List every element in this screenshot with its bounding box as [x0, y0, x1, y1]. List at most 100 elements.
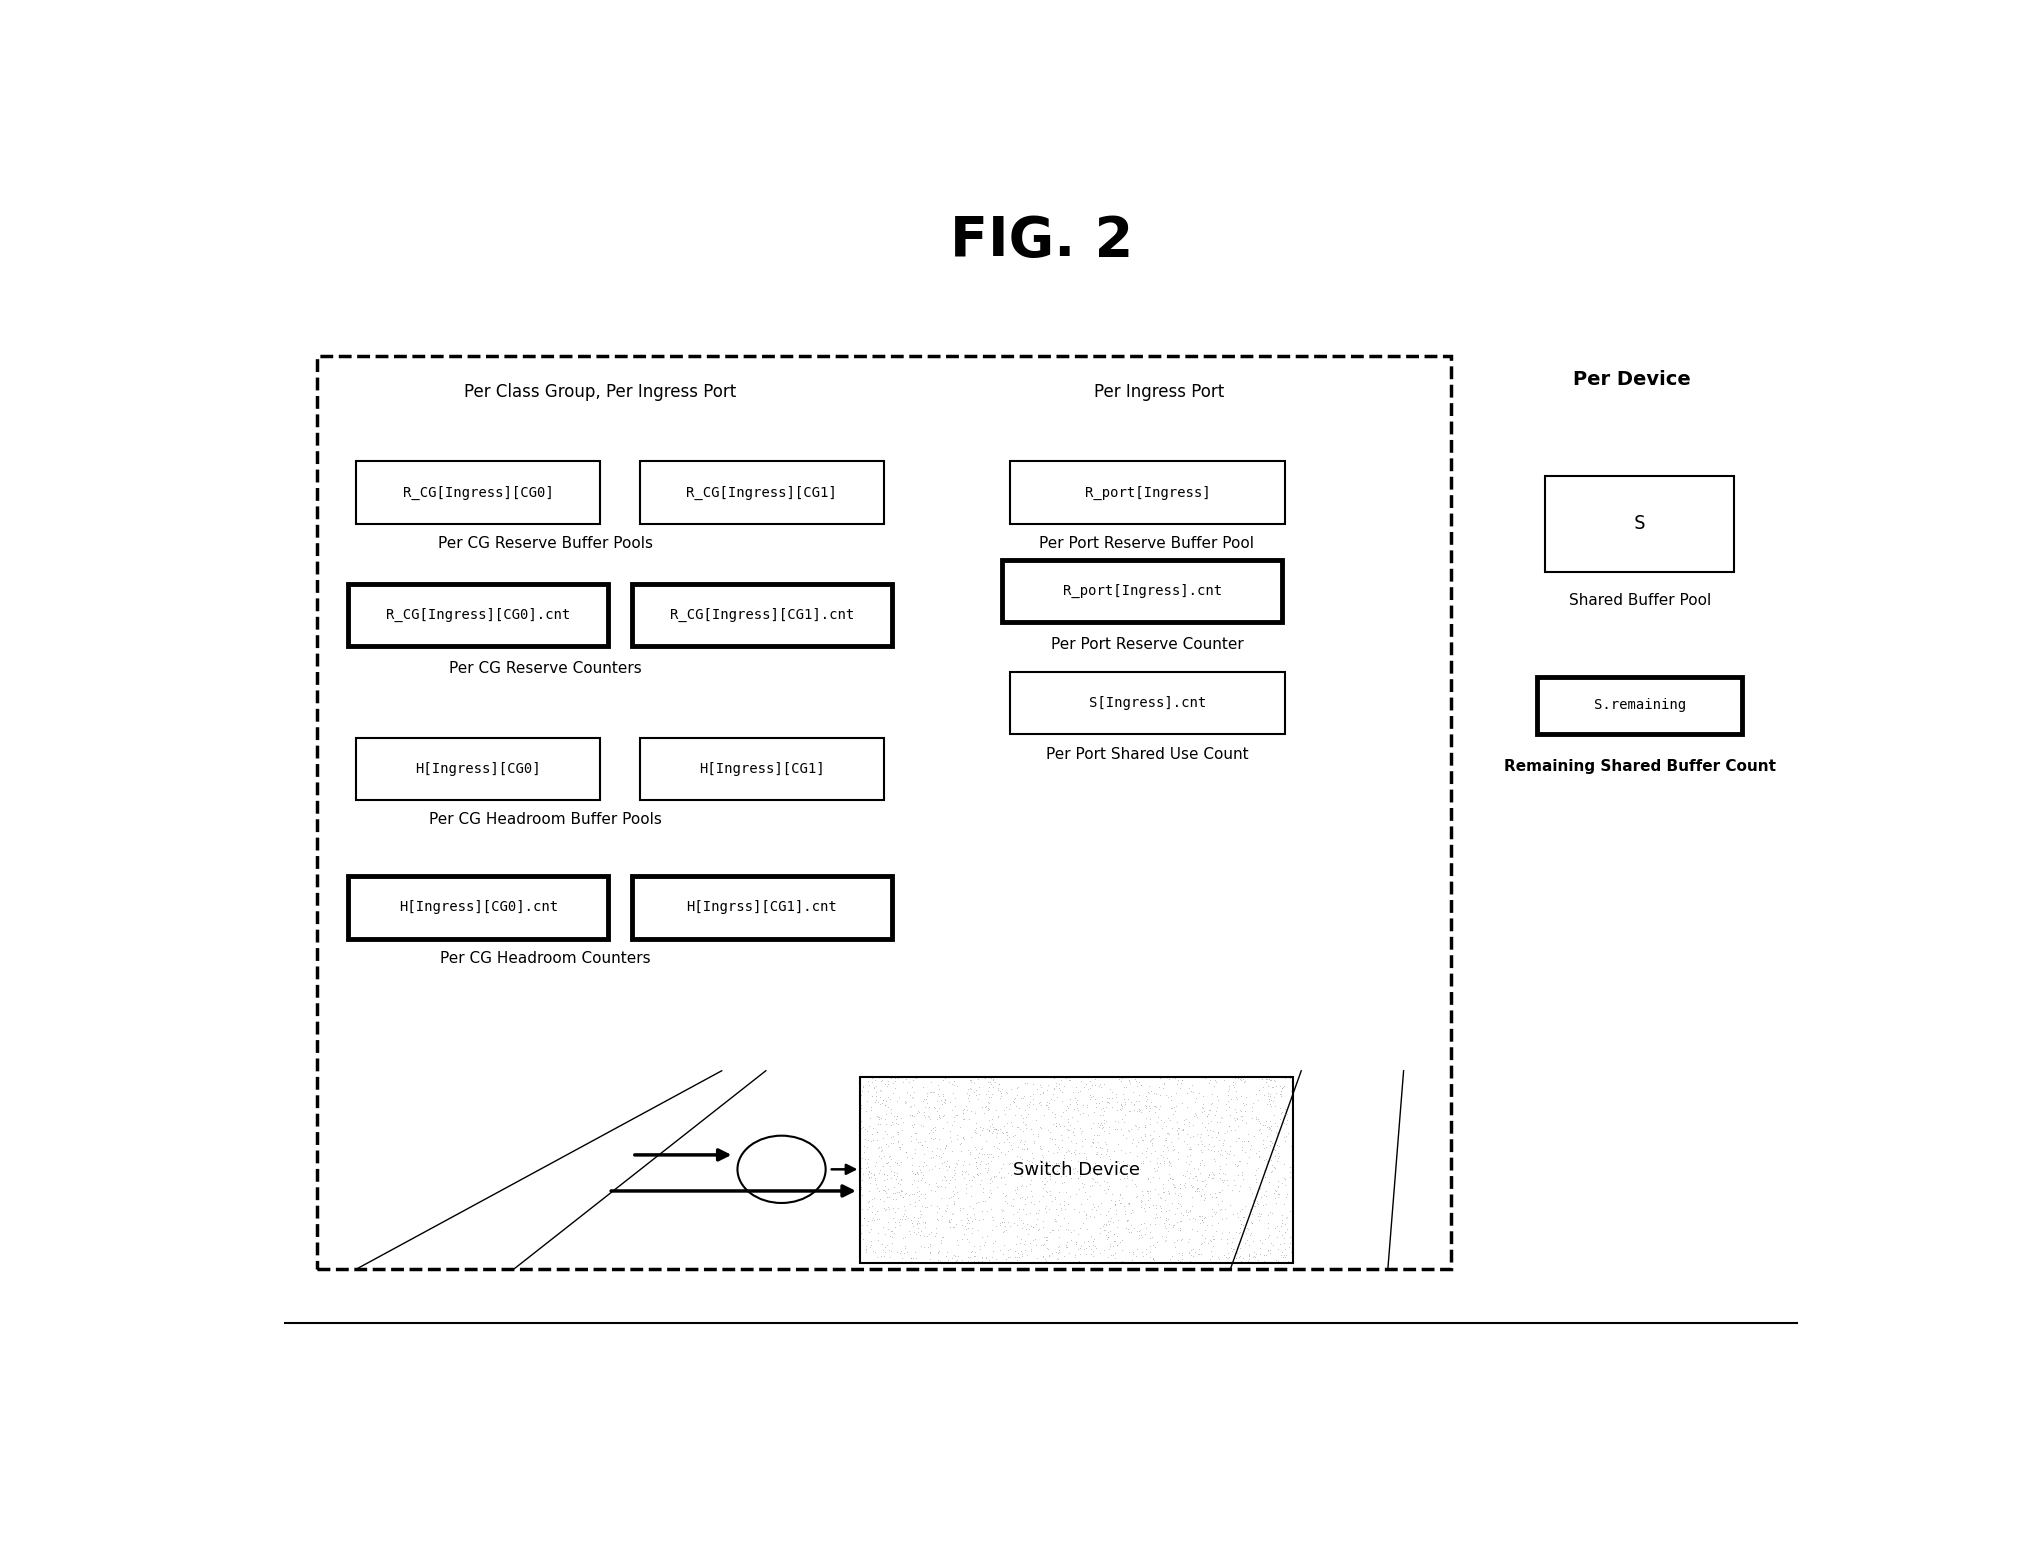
Point: [1197, 503, 1229, 528]
Point: [1126, 1124, 1158, 1149]
Point: [1595, 690, 1628, 715]
Point: [1181, 1168, 1213, 1193]
Point: [988, 1233, 1020, 1258]
Point: [835, 581, 868, 606]
Point: [1559, 715, 1591, 740]
Point: [394, 741, 427, 766]
Point: [1044, 1068, 1077, 1093]
Point: [1569, 539, 1601, 564]
Point: [876, 1065, 908, 1090]
Point: [1075, 695, 1107, 720]
Point: [530, 620, 563, 645]
Point: [892, 1183, 925, 1208]
Point: [1138, 607, 1170, 632]
Point: [1103, 587, 1136, 612]
Point: [858, 1074, 890, 1099]
Point: [1187, 1110, 1219, 1135]
Point: [372, 503, 404, 528]
Point: [1203, 1165, 1235, 1189]
Point: [545, 596, 577, 621]
Point: [1181, 1241, 1213, 1266]
Point: [939, 1166, 971, 1191]
Point: [484, 478, 516, 503]
Point: [628, 899, 660, 924]
Point: [1266, 1244, 1298, 1269]
Text: R_port[Ingress].cnt: R_port[Ingress].cnt: [1063, 584, 1221, 598]
Point: [914, 1125, 947, 1150]
Point: [778, 482, 811, 507]
Point: [1195, 1197, 1227, 1222]
Point: [918, 1143, 951, 1168]
Point: [471, 620, 504, 645]
Point: [1073, 1082, 1105, 1107]
Point: [1219, 1246, 1252, 1271]
Point: [1223, 1125, 1256, 1150]
Point: [1109, 1141, 1142, 1166]
Point: [1022, 1218, 1055, 1243]
Point: [1183, 1236, 1215, 1261]
Point: [1268, 1225, 1300, 1250]
Point: [1120, 1219, 1152, 1244]
Point: [1000, 1200, 1032, 1225]
Point: [1246, 1185, 1278, 1210]
Point: [1059, 693, 1091, 718]
Point: [1557, 468, 1589, 493]
Point: [975, 1066, 1008, 1091]
Point: [1193, 473, 1225, 498]
Point: [1197, 607, 1229, 632]
Point: [707, 579, 740, 604]
Point: [782, 890, 815, 915]
Point: [1002, 702, 1034, 727]
Point: [1069, 670, 1101, 695]
Point: [992, 1124, 1024, 1149]
Point: [853, 1171, 886, 1196]
Point: [1073, 1204, 1105, 1229]
Point: [1689, 496, 1721, 521]
Point: [1132, 476, 1164, 501]
Point: [632, 899, 664, 924]
Point: [1183, 1204, 1215, 1229]
Point: [1225, 667, 1258, 692]
Point: [451, 902, 484, 927]
Point: [1268, 1074, 1300, 1099]
Point: [1118, 464, 1150, 489]
Point: [1099, 1085, 1132, 1110]
Point: [1022, 1122, 1055, 1147]
Point: [541, 579, 573, 604]
Point: [1695, 706, 1727, 731]
Point: [920, 1174, 953, 1199]
Point: [1010, 490, 1042, 515]
Point: [723, 751, 756, 776]
Point: [1158, 1175, 1191, 1200]
Point: [1002, 1244, 1034, 1269]
Point: [1034, 456, 1067, 481]
Point: [638, 731, 671, 756]
Point: [1114, 1140, 1146, 1165]
Point: [1205, 1168, 1237, 1193]
Point: [1004, 1104, 1036, 1129]
Point: [1209, 1196, 1242, 1221]
Point: [1016, 1158, 1049, 1183]
Point: [1581, 503, 1613, 528]
Point: [650, 603, 683, 628]
Point: [904, 1168, 937, 1193]
Point: [1678, 690, 1711, 715]
Point: [1211, 1140, 1244, 1165]
Point: [819, 756, 851, 780]
Point: [1166, 1202, 1199, 1227]
Point: [780, 896, 813, 921]
Point: [1071, 1235, 1103, 1260]
Point: [1215, 1193, 1248, 1218]
Point: [1024, 1093, 1057, 1118]
Point: [526, 574, 559, 599]
Point: [994, 1150, 1026, 1175]
Point: [1030, 1093, 1063, 1118]
Point: [1126, 1099, 1158, 1124]
Point: [756, 780, 788, 805]
Point: [744, 729, 776, 754]
Point: [1179, 560, 1211, 585]
Point: [1083, 464, 1116, 489]
Point: [642, 484, 675, 509]
Point: [902, 1211, 935, 1236]
Point: [1107, 1122, 1140, 1147]
